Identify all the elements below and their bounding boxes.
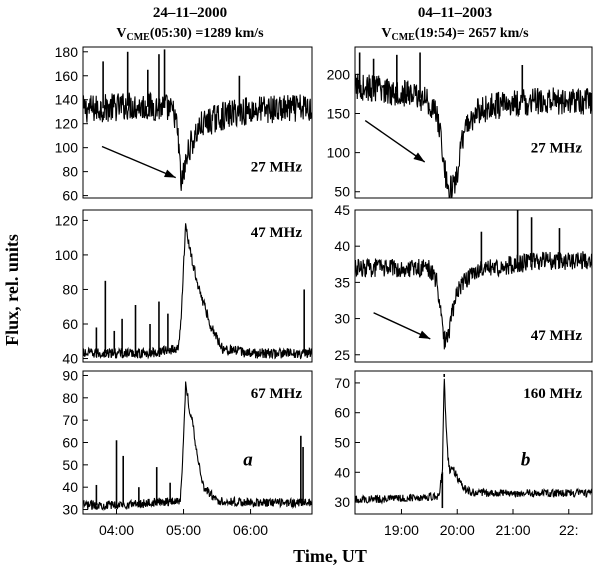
panel-1-2-xtick-label-2: 21:00 [495, 522, 530, 538]
panel-0-0: 60 80 100 120 140 160 180 27 MHz [55, 44, 313, 204]
panel-1-1-ytick-label-3: 40 [334, 238, 350, 254]
panel-1-1-ytick-label-0: 25 [334, 347, 350, 363]
panel-0-2-ytick-label-3: 60 [62, 435, 78, 451]
panel-0-0-frequency-label: 27 MHz [251, 160, 303, 176]
panel-0-2-frequency-label: 67 MHz [251, 386, 303, 402]
panel-1-0-trace [355, 73, 592, 198]
panel-1-0-frequency-label: 27 MHz [531, 141, 583, 157]
panel-1-0-ytick-label-0: 50 [334, 184, 350, 200]
panel-0-0-ytick-label-0: 60 [62, 188, 78, 204]
panel-0-2-ytick-label-5: 80 [62, 390, 78, 406]
panel-1-1-ytick-label-1: 30 [334, 311, 350, 327]
panel-1-2-ytick-label-1: 40 [334, 464, 350, 480]
x-axis-label: Time, UT [293, 546, 367, 566]
panel-1-2-xtick-label-1: 20:00 [440, 522, 475, 538]
panel-1-2-ytick-label-2: 50 [334, 435, 350, 451]
panel-1-2-frequency-label: 160 MHz [523, 386, 582, 402]
panel-0-0-arrow-head [164, 169, 176, 178]
panel-1-2: 30 40 50 60 70 19:00 20:00 21:00 22: 160 MHz b [334, 370, 593, 538]
panel-0-0-ytick-label-4: 140 [55, 92, 79, 108]
panel-0-0-ytick-label-5: 160 [55, 68, 79, 84]
panel-1-2-xtick-label-0: 19:00 [384, 522, 419, 538]
panel-0-2: 30 40 50 60 70 80 90 04:00 05:00 06:00 67 MHz a [62, 367, 313, 538]
panel-1-0-ytick-label-2: 150 [327, 106, 351, 122]
panel-0-0-ytick-label-2: 100 [55, 140, 79, 156]
panel-1-0-ytick-label-3: 200 [327, 66, 351, 82]
panel-1-1-frame [354, 209, 593, 363]
left-column-velocity: VCME(05:30) =1289 km/s [116, 26, 264, 43]
panel-1-1-frequency-label: 47 MHz [531, 328, 583, 344]
right-column-velocity: VCME(19:54)= 2657 km/s [381, 26, 529, 43]
panel-1-1: 25 30 35 40 45 47 MHz [334, 202, 593, 363]
panel-0-1: 40 60 80 100 120 47 MHz [55, 209, 313, 367]
panel-0-1-ytick-label-3: 100 [55, 247, 79, 263]
panel-0-1-ytick-label-4: 120 [55, 212, 79, 228]
panel-0-2-ytick-label-4: 70 [62, 412, 78, 428]
y-axis-label: Flux, rel. units [2, 234, 22, 346]
panel-0-2-trace [83, 381, 312, 512]
panel-0-2-panel-letter: a [243, 449, 253, 470]
panel-1-1-arrow-head [418, 330, 431, 339]
panel-0-1-frequency-label: 47 MHz [251, 225, 303, 241]
panel-0-2-ytick-label-2: 50 [62, 457, 78, 473]
panel-0-2-xtick-label-2: 06:00 [233, 522, 268, 538]
panel-0-2-ytick-label-1: 40 [62, 479, 78, 495]
panel-0-2-ytick-label-0: 30 [62, 502, 78, 518]
panel-1-1-trace [355, 251, 592, 350]
panel-1-1-ytick-label-2: 35 [334, 274, 350, 290]
panel-0-0-ytick-label-1: 80 [62, 164, 78, 180]
panel-1-2-ytick-label-3: 60 [334, 405, 350, 421]
panel-1-2-ytick-label-0: 30 [334, 494, 350, 510]
panel-0-0-arrow-shaft [101, 145, 176, 179]
panel-0-2-xtick-label-0: 04:00 [99, 522, 134, 538]
panel-1-0-arrow-shaft [364, 119, 426, 163]
panel-0-0-trace [83, 91, 312, 191]
right-column-date: 04–11–2003 [418, 5, 492, 21]
panel-0-0-ytick-label-3: 120 [55, 116, 79, 132]
panel-1-2-panel-letter: b [521, 449, 531, 470]
panel-1-2-ytick-label-4: 70 [334, 375, 350, 391]
panel-0-0-ytick-label-6: 180 [55, 44, 79, 60]
panel-0-0-frame [82, 46, 313, 199]
panel-0-1-ytick-label-0: 40 [62, 351, 78, 367]
panel-1-0-ytick-label-1: 100 [327, 145, 351, 161]
panel-0-1-ytick-label-1: 60 [62, 316, 78, 332]
panel-1-0: 50 100 150 200 27 MHz [327, 46, 593, 200]
panel-0-2-ytick-label-6: 90 [62, 367, 78, 383]
left-column-date: 24–11–2000 [153, 5, 227, 21]
panel-group: 60 80 100 120 140 160 180 27 MHz 40 60 80 100 120 47 … [55, 44, 593, 538]
panel-1-0-arrow-head [413, 152, 425, 163]
panel-0-2-xtick-label-1: 05:00 [166, 522, 201, 538]
panel-1-2-xtick-label-3: 22: [559, 522, 578, 538]
panel-1-1-ytick-label-4: 45 [334, 202, 350, 218]
panel-1-2-trace [355, 378, 592, 505]
panel-0-1-frame [82, 209, 313, 363]
panel-0-1-ytick-label-2: 80 [62, 281, 78, 297]
panel-0-1-trace [83, 223, 312, 360]
panel-1-0-frame [354, 46, 593, 199]
